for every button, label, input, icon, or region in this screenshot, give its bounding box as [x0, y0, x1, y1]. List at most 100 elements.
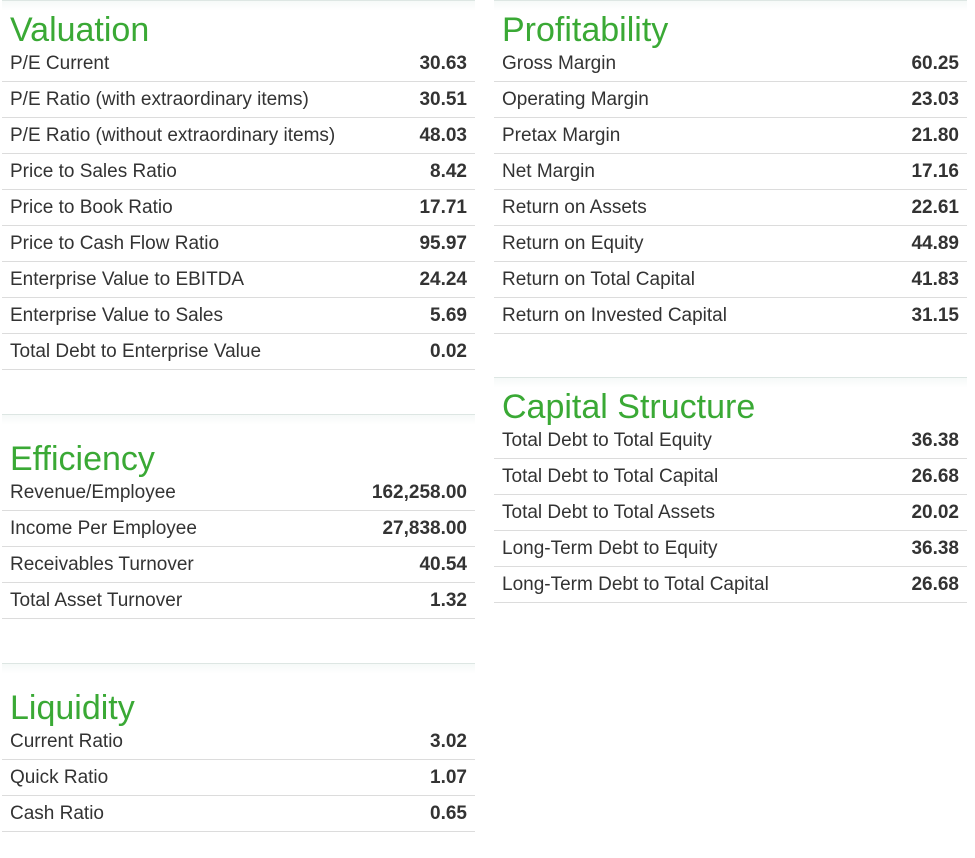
table-row: Gross Margin 60.25 — [494, 46, 967, 82]
table-row: Income Per Employee 27,838.00 — [2, 511, 475, 547]
metric-value: 26.68 — [911, 465, 959, 487]
metric-label: Net Margin — [502, 160, 595, 182]
metric-label: Enterprise Value to Sales — [10, 304, 223, 326]
metric-value: 20.02 — [911, 501, 959, 523]
metric-value: 30.63 — [419, 52, 467, 74]
metric-value: 0.02 — [430, 340, 467, 362]
metric-label: Total Debt to Total Equity — [502, 429, 712, 451]
metric-value: 17.16 — [911, 160, 959, 182]
left-column: Valuation P/E Current 30.63 P/E Ratio (wit… — [2, 0, 475, 832]
metric-value: 0.65 — [430, 802, 467, 824]
table-row: P/E Ratio (with extraordinary items) 30.5… — [2, 82, 475, 118]
section-title-capital-structure: Capital Structure — [502, 388, 756, 426]
metric-label: Quick Ratio — [10, 766, 109, 788]
table-row: Quick Ratio 1.07 — [2, 760, 475, 796]
metric-label: Return on Assets — [502, 196, 647, 218]
metric-value: 1.32 — [430, 589, 467, 611]
metric-label: Pretax Margin — [502, 124, 621, 146]
table-row: Revenue/Employee 162,258.00 — [2, 475, 475, 511]
metric-label: Return on Equity — [502, 232, 644, 254]
valuation-rows: P/E Current 30.63 P/E Ratio (with extraord… — [2, 46, 475, 370]
table-row: Enterprise Value to EBITDA 24.24 — [2, 262, 475, 298]
metric-value: 24.24 — [419, 268, 467, 290]
metric-value: 26.68 — [911, 573, 959, 595]
metric-label: Long-Term Debt to Total Capital — [502, 573, 769, 595]
metric-label: Enterprise Value to EBITDA — [10, 268, 245, 290]
profitability-rows: Gross Margin 60.25 Operating Margin 23.03 Pr… — [494, 46, 967, 334]
metric-value: 27,838.00 — [382, 517, 467, 539]
table-row: Total Asset Turnover 1.32 — [2, 583, 475, 619]
table-row: Return on Assets 22.61 — [494, 190, 967, 226]
metric-label: Price to Cash Flow Ratio — [10, 232, 220, 254]
table-row: Return on Invested Capital 31.15 — [494, 298, 967, 334]
section-title-profitability: Profitability — [502, 11, 669, 49]
metric-value: 162,258.00 — [371, 481, 467, 503]
metric-label: Revenue/Employee — [10, 481, 176, 503]
metric-value: 31.15 — [911, 304, 959, 326]
table-row: P/E Current 30.63 — [2, 46, 475, 82]
metric-label: P/E Current — [10, 52, 110, 74]
table-row: Price to Book Ratio 17.71 — [2, 190, 475, 226]
metric-label: Return on Total Capital — [502, 268, 695, 290]
valuation-section: Valuation P/E Current 30.63 P/E Ratio (wit… — [2, 0, 475, 370]
metric-label: Total Debt to Total Capital — [502, 465, 719, 487]
table-row: Return on Total Capital 41.83 — [494, 262, 967, 298]
table-row: Total Debt to Enterprise Value 0.02 — [2, 334, 475, 370]
table-row: Net Margin 17.16 — [494, 154, 967, 190]
table-row: Return on Equity 44.89 — [494, 226, 967, 262]
table-row: Total Debt to Total Equity 36.38 — [494, 423, 967, 459]
metric-label: Price to Book Ratio — [10, 196, 173, 218]
efficiency-section: Efficiency Revenue/Employee 162,258.00 Inc… — [2, 414, 475, 619]
metric-value: 22.61 — [911, 196, 959, 218]
metric-value: 95.97 — [419, 232, 467, 254]
metric-value: 36.38 — [911, 429, 959, 451]
metric-label: Return on Invested Capital — [502, 304, 727, 326]
right-column: Profitability Gross Margin 60.25 Operating… — [494, 0, 967, 603]
metric-label: Long-Term Debt to Equity — [502, 537, 718, 559]
metric-label: Cash Ratio — [10, 802, 104, 824]
table-row: Receivables Turnover 40.54 — [2, 547, 475, 583]
metric-label: Total Debt to Enterprise Value — [10, 340, 262, 362]
table-row: Long-Term Debt to Total Capital 26.68 — [494, 567, 967, 603]
metric-value: 23.03 — [911, 88, 959, 110]
metric-value: 8.42 — [430, 160, 467, 182]
metric-value: 36.38 — [911, 537, 959, 559]
table-row: Total Debt to Total Capital 26.68 — [494, 459, 967, 495]
metric-label: Price to Sales Ratio — [10, 160, 177, 182]
section-title-efficiency: Efficiency — [10, 440, 155, 478]
metric-label: Total Debt to Total Assets — [502, 501, 715, 523]
table-row: Cash Ratio 0.65 — [2, 796, 475, 832]
metric-label: Operating Margin — [502, 88, 649, 110]
metric-value: 40.54 — [419, 553, 467, 575]
metric-label: Total Asset Turnover — [10, 589, 183, 611]
section-title-valuation: Valuation — [10, 11, 150, 49]
table-row: Current Ratio 3.02 — [2, 724, 475, 760]
liquidity-rows: Current Ratio 3.02 Quick Ratio 1.07 Cash Rat… — [2, 724, 475, 832]
metric-value: 48.03 — [419, 124, 467, 146]
metric-value: 3.02 — [430, 730, 467, 752]
metric-label: Current Ratio — [10, 730, 123, 752]
metric-label: P/E Ratio (with extraordinary items) — [10, 88, 309, 110]
table-row: Price to Sales Ratio 8.42 — [2, 154, 475, 190]
table-row: Long-Term Debt to Equity 36.38 — [494, 531, 967, 567]
metric-label: Receivables Turnover — [10, 553, 194, 575]
table-row: Pretax Margin 21.80 — [494, 118, 967, 154]
metric-value: 30.51 — [419, 88, 467, 110]
table-row: Operating Margin 23.03 — [494, 82, 967, 118]
metric-value: 1.07 — [430, 766, 467, 788]
metric-value: 5.69 — [430, 304, 467, 326]
table-row: Total Debt to Total Assets 20.02 — [494, 495, 967, 531]
table-row: Price to Cash Flow Ratio 95.97 — [2, 226, 475, 262]
table-row: Enterprise Value to Sales 5.69 — [2, 298, 475, 334]
metric-value: 41.83 — [911, 268, 959, 290]
metric-value: 44.89 — [911, 232, 959, 254]
liquidity-section: Liquidity Current Ratio 3.02 Quick Ratio 1.… — [2, 663, 475, 832]
metric-value: 60.25 — [911, 52, 959, 74]
metric-value: 17.71 — [419, 196, 467, 218]
table-row: P/E Ratio (without extraordinary items) 4… — [2, 118, 475, 154]
metric-label: Gross Margin — [502, 52, 617, 74]
metric-label: Income Per Employee — [10, 517, 197, 539]
metric-label: P/E Ratio (without extraordinary items) — [10, 124, 336, 146]
profitability-section: Profitability Gross Margin 60.25 Operating… — [494, 0, 967, 334]
efficiency-rows: Revenue/Employee 162,258.00 Income Per Emp… — [2, 475, 475, 619]
